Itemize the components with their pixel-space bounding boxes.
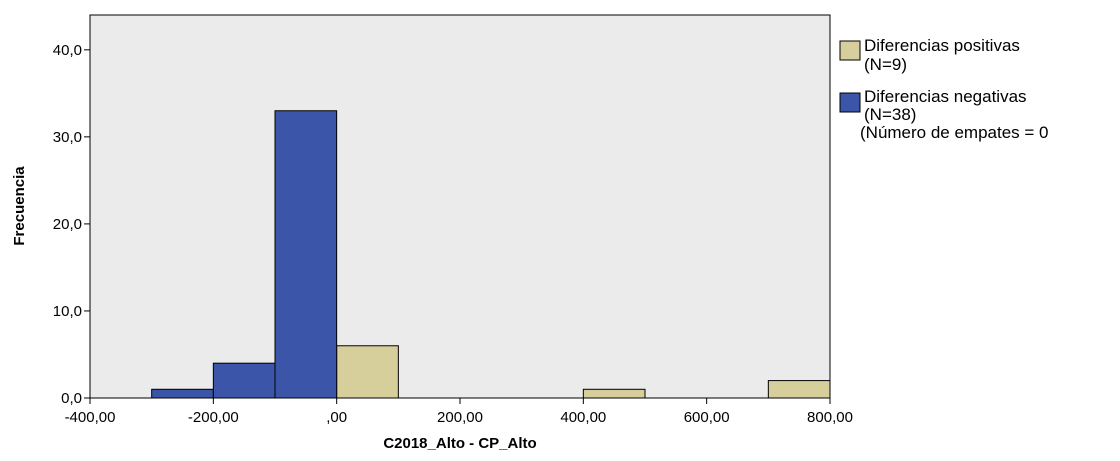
y-tick-label: 40,0 bbox=[53, 42, 82, 59]
y-tick-label: 20,0 bbox=[53, 216, 82, 233]
x-tick-label: 600,00 bbox=[684, 409, 730, 426]
bar-positive-2 bbox=[767, 380, 831, 399]
x-tick-label: 400,00 bbox=[560, 409, 606, 426]
legend-swatch-negative bbox=[839, 92, 861, 113]
x-tick-label: 200,00 bbox=[437, 409, 483, 426]
legend-label-negative: Diferencias negativas bbox=[864, 87, 1027, 106]
x-axis-title: C2018_Alto - CP_Alto bbox=[383, 435, 536, 452]
legend-label-negative-count: (N=38) bbox=[864, 105, 916, 124]
legend-swatch-positive bbox=[839, 40, 861, 61]
y-axis-title: Frecuencia bbox=[11, 166, 28, 246]
y-axis-ticks: 0,0 10,0 20,0 30,0 40,0 bbox=[53, 42, 90, 407]
y-tick-label: 10,0 bbox=[53, 303, 82, 320]
legend-label-positive-count: (N=9) bbox=[864, 55, 907, 74]
bar-negative-2 bbox=[274, 110, 338, 399]
legend-ties-note: (Número de empates = 0 bbox=[860, 123, 1049, 142]
bar-positive-1 bbox=[582, 388, 646, 399]
bars-group bbox=[151, 110, 831, 399]
x-tick-label: 800,00 bbox=[807, 409, 853, 426]
x-tick-label: ,00 bbox=[326, 409, 347, 426]
bar-negative-0 bbox=[151, 388, 214, 399]
bar-positive-0 bbox=[336, 345, 399, 399]
bar-negative-1 bbox=[212, 362, 276, 399]
x-tick-label: -400,00 bbox=[65, 409, 116, 426]
y-tick-label: 30,0 bbox=[53, 129, 82, 146]
y-tick-label: 0,0 bbox=[61, 390, 82, 407]
legend: Diferencias positivas (N=9) Diferencias … bbox=[839, 36, 1049, 142]
plot-area bbox=[89, 14, 831, 399]
x-axis-ticks: -400,00 -200,00 ,00 200,00 400,00 600,00 800,0… bbox=[65, 398, 853, 426]
x-tick-label: -200,00 bbox=[188, 409, 239, 426]
legend-label-positive: Diferencias positivas bbox=[864, 36, 1020, 55]
